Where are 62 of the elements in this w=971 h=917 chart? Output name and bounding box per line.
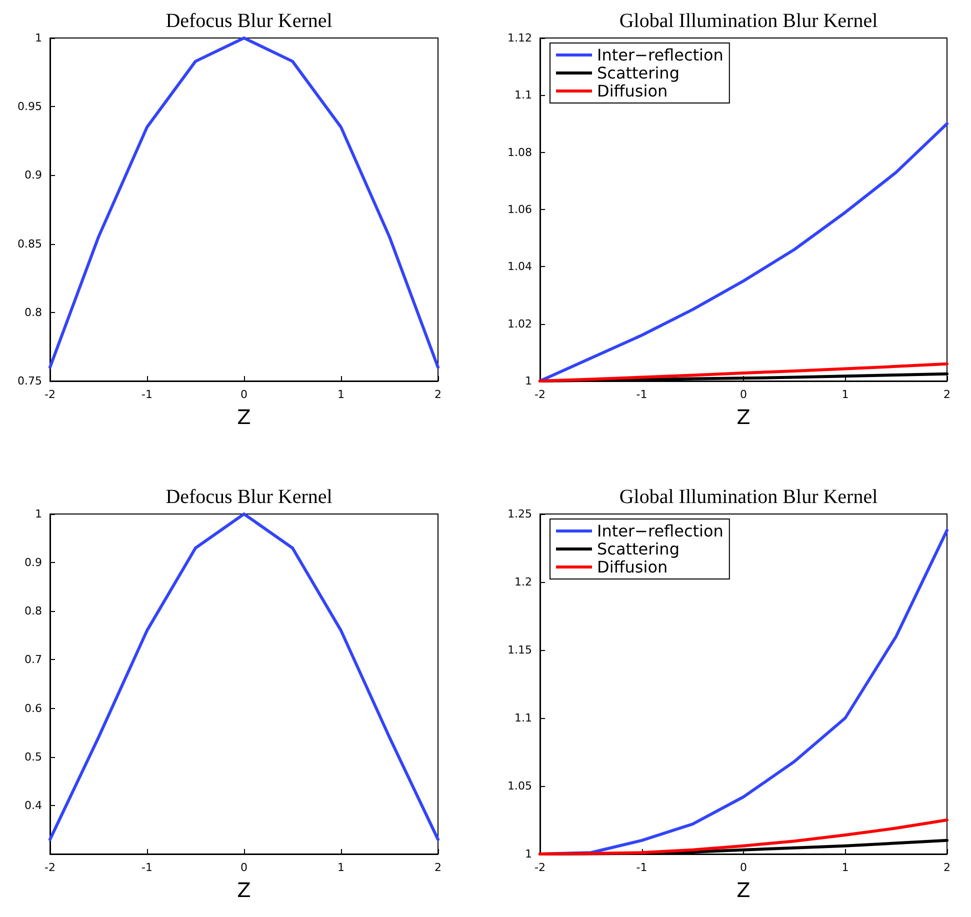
chart-title: Global Illumination Blur Kernel [619, 486, 878, 508]
y-tick-label: 1.08 [508, 146, 532, 159]
x-tick-label: -1 [636, 861, 648, 874]
x-tick-label: -1 [142, 388, 152, 401]
x-axis-title: Z [736, 878, 750, 902]
x-tick-label: -2 [44, 388, 56, 401]
chart-title: Defocus Blur Kernel [166, 486, 333, 508]
legend-label: Scattering [597, 540, 680, 558]
line-series [48, 512, 440, 841]
y-tick-label: 1.02 [508, 317, 532, 330]
y-tick-label: 0.8 [24, 604, 42, 618]
x-tick-label: 1 [842, 388, 849, 401]
y-tick-label: 0.5 [24, 750, 42, 764]
y-tick-label: 1 [35, 508, 42, 520]
y-tick-label: 1.2 [514, 576, 532, 588]
y-tick-label: 1.12 [508, 32, 532, 44]
y-tick-label: 1.1 [514, 88, 532, 102]
x-tick-label: -1 [142, 861, 152, 874]
x-axis-title: Z [736, 405, 750, 429]
y-tick-label: 1.04 [508, 260, 532, 274]
y-tick-label: 1 [35, 32, 42, 44]
y-tick-label: 1.05 [508, 780, 532, 792]
x-tick-label: -2 [534, 861, 546, 874]
legend-label: Diffusion [597, 558, 668, 576]
x-tick-label: 0 [240, 861, 248, 874]
x-tick-label: 2 [434, 388, 442, 401]
y-tick-label: 1 [525, 848, 532, 860]
x-tick-label: 2 [944, 388, 950, 401]
y-tick-label: 0.8 [24, 306, 42, 319]
x-axis-title: Z [237, 405, 251, 429]
legend-label: Inter−reflection [597, 46, 724, 64]
chart-title: Defocus Blur Kernel [166, 10, 333, 32]
x-tick-label: 1 [842, 861, 849, 874]
y-tick-label: 0.6 [24, 702, 42, 715]
y-tick-label: 1 [525, 374, 532, 388]
x-tick-label: 2 [434, 861, 442, 874]
y-tick-label: 1.06 [508, 203, 532, 216]
y-tick-label: 0.9 [24, 556, 42, 570]
x-tick-label: 0 [740, 861, 747, 874]
x-axis-title: Z [237, 878, 251, 902]
y-tick-label: 0.9 [24, 168, 42, 182]
legend-label: Diffusion [597, 82, 668, 100]
legend-label: Scattering [597, 64, 680, 82]
x-tick-label: -2 [44, 861, 56, 874]
x-tick-label: 0 [740, 388, 747, 401]
y-tick-label: 0.4 [24, 798, 42, 812]
y-tick-label: 1.25 [508, 508, 532, 520]
chart-title: Global Illumination Blur Kernel [619, 10, 878, 32]
x-tick-label: -2 [534, 388, 546, 401]
y-tick-label: 0.85 [18, 237, 42, 250]
x-tick-label: 2 [944, 861, 950, 874]
legend-label: Inter−reflection [597, 522, 724, 540]
y-tick-label: 0.75 [18, 374, 42, 388]
x-tick-label: 1 [338, 388, 344, 401]
y-tick-label: 1.15 [508, 644, 532, 656]
x-tick-label: 1 [338, 861, 344, 874]
x-tick-label: 0 [240, 388, 248, 401]
line-series [48, 36, 440, 369]
y-tick-label: 1.1 [514, 712, 532, 724]
x-tick-label: -1 [636, 388, 648, 401]
y-tick-label: 0.95 [18, 100, 42, 114]
y-tick-label: 0.7 [24, 653, 42, 666]
